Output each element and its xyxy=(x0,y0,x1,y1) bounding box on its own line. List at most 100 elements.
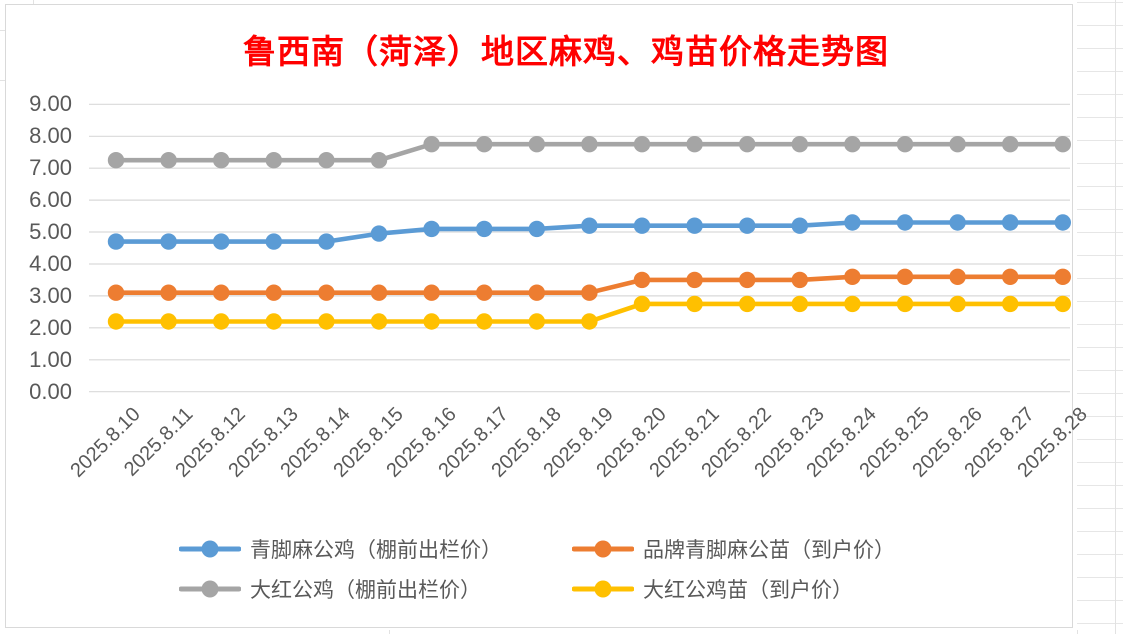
series-品牌青脚麻公苗（到户价）[interactable] xyxy=(107,268,1072,301)
data-point[interactable] xyxy=(528,136,545,153)
data-point[interactable] xyxy=(686,271,703,289)
data-point[interactable] xyxy=(949,214,966,231)
data-point[interactable] xyxy=(528,284,545,301)
data-point[interactable] xyxy=(949,295,966,313)
data-point[interactable] xyxy=(160,313,177,330)
spreadsheet-grid-row-line-left2 xyxy=(0,80,5,81)
series-大红公鸡（棚前出栏价）[interactable] xyxy=(107,136,1072,169)
data-point[interactable] xyxy=(213,152,230,169)
data-point[interactable] xyxy=(107,284,125,301)
spreadsheet-grid-rows xyxy=(1077,2,1123,634)
data-point[interactable] xyxy=(844,136,861,153)
data-point[interactable] xyxy=(160,152,177,169)
data-point[interactable] xyxy=(949,268,966,285)
data-point[interactable] xyxy=(896,136,914,153)
data-point[interactable] xyxy=(160,284,177,301)
data-point[interactable] xyxy=(581,217,598,234)
data-point[interactable] xyxy=(107,233,125,250)
data-point[interactable] xyxy=(896,214,914,231)
y-tick-label: 7.00 xyxy=(29,155,72,181)
plot-area xyxy=(89,103,1072,393)
data-point[interactable] xyxy=(949,136,966,153)
data-point[interactable] xyxy=(844,295,861,313)
data-point[interactable] xyxy=(1054,136,1072,153)
series-青脚麻公鸡（棚前出栏价）[interactable] xyxy=(107,214,1072,250)
data-point[interactable] xyxy=(633,217,651,234)
data-point[interactable] xyxy=(844,268,861,285)
y-tick-label: 1.00 xyxy=(29,346,72,372)
data-point[interactable] xyxy=(1002,295,1019,313)
data-point[interactable] xyxy=(423,220,440,238)
data-point[interactable] xyxy=(739,271,756,289)
data-point[interactable] xyxy=(423,136,440,153)
data-point[interactable] xyxy=(265,284,282,301)
chart-title: 鲁西南（菏泽）地区麻鸡、鸡苗价格走势图 xyxy=(243,35,889,71)
data-point[interactable] xyxy=(739,295,756,313)
data-point[interactable] xyxy=(686,217,703,234)
data-point[interactable] xyxy=(423,313,440,330)
data-point[interactable] xyxy=(528,220,545,238)
legend-marker-icon xyxy=(179,580,241,598)
data-point[interactable] xyxy=(1002,214,1019,231)
data-point[interactable] xyxy=(844,214,861,231)
data-point[interactable] xyxy=(791,136,808,153)
data-point[interactable] xyxy=(581,284,598,301)
y-tick-label: 0.00 xyxy=(29,378,72,404)
data-point[interactable] xyxy=(370,313,388,330)
data-point[interactable] xyxy=(107,152,125,169)
data-point[interactable] xyxy=(896,295,914,313)
data-point[interactable] xyxy=(686,136,703,153)
data-point[interactable] xyxy=(633,271,651,289)
data-point[interactable] xyxy=(370,284,388,301)
data-point[interactable] xyxy=(476,220,493,238)
y-tick-label: 5.00 xyxy=(29,219,72,245)
data-point[interactable] xyxy=(265,313,282,330)
data-point[interactable] xyxy=(318,313,335,330)
spreadsheet-grid-tick-bottom1 xyxy=(389,630,390,634)
data-point[interactable] xyxy=(1054,214,1072,231)
data-point[interactable] xyxy=(213,313,230,330)
data-point[interactable] xyxy=(213,233,230,250)
data-point[interactable] xyxy=(581,313,598,330)
data-point[interactable] xyxy=(791,271,808,289)
data-point[interactable] xyxy=(107,313,125,330)
legend-marker-icon xyxy=(572,580,634,598)
data-point[interactable] xyxy=(370,152,388,169)
data-point[interactable] xyxy=(791,217,808,234)
data-point[interactable] xyxy=(739,136,756,153)
data-point[interactable] xyxy=(528,313,545,330)
data-point[interactable] xyxy=(581,136,598,153)
data-point[interactable] xyxy=(896,268,914,285)
data-point[interactable] xyxy=(739,217,756,234)
data-point[interactable] xyxy=(791,295,808,313)
chart-area[interactable]: 鲁西南（菏泽）地区麻鸡、鸡苗价格走势图 0.00 1.00 2.00 3.00 4.00… xyxy=(5,4,1092,628)
series-大红公鸡苗（到户价）[interactable] xyxy=(107,295,1072,330)
legend-item[interactable]: 大红公鸡（棚前出栏价） xyxy=(179,575,481,603)
data-point[interactable] xyxy=(476,313,493,330)
legend-item[interactable]: 品牌青脚麻公苗（到户价） xyxy=(572,535,895,563)
data-point[interactable] xyxy=(265,152,282,169)
data-point[interactable] xyxy=(1002,136,1019,153)
data-point[interactable] xyxy=(1054,295,1072,313)
spreadsheet-grid-row-line-left1 xyxy=(0,30,5,31)
data-point[interactable] xyxy=(633,136,651,153)
y-tick-label: 6.00 xyxy=(29,187,72,213)
legend-item[interactable]: 青脚麻公鸡（棚前出栏价） xyxy=(179,535,502,563)
spreadsheet-grid-tick-bottom2 xyxy=(1077,630,1078,634)
spreadsheet-grid-tick-top xyxy=(33,0,34,4)
data-point[interactable] xyxy=(633,295,651,313)
data-point[interactable] xyxy=(1054,268,1072,285)
data-point[interactable] xyxy=(476,136,493,153)
data-point[interactable] xyxy=(318,233,335,250)
data-point[interactable] xyxy=(686,295,703,313)
data-point[interactable] xyxy=(423,284,440,301)
data-point[interactable] xyxy=(318,152,335,169)
data-point[interactable] xyxy=(213,284,230,301)
data-point[interactable] xyxy=(265,233,282,250)
data-point[interactable] xyxy=(318,284,335,301)
data-point[interactable] xyxy=(160,233,177,250)
data-point[interactable] xyxy=(370,225,388,242)
data-point[interactable] xyxy=(476,284,493,301)
legend-item[interactable]: 大红公鸡苗（到户价） xyxy=(572,575,853,603)
data-point[interactable] xyxy=(1002,268,1019,285)
